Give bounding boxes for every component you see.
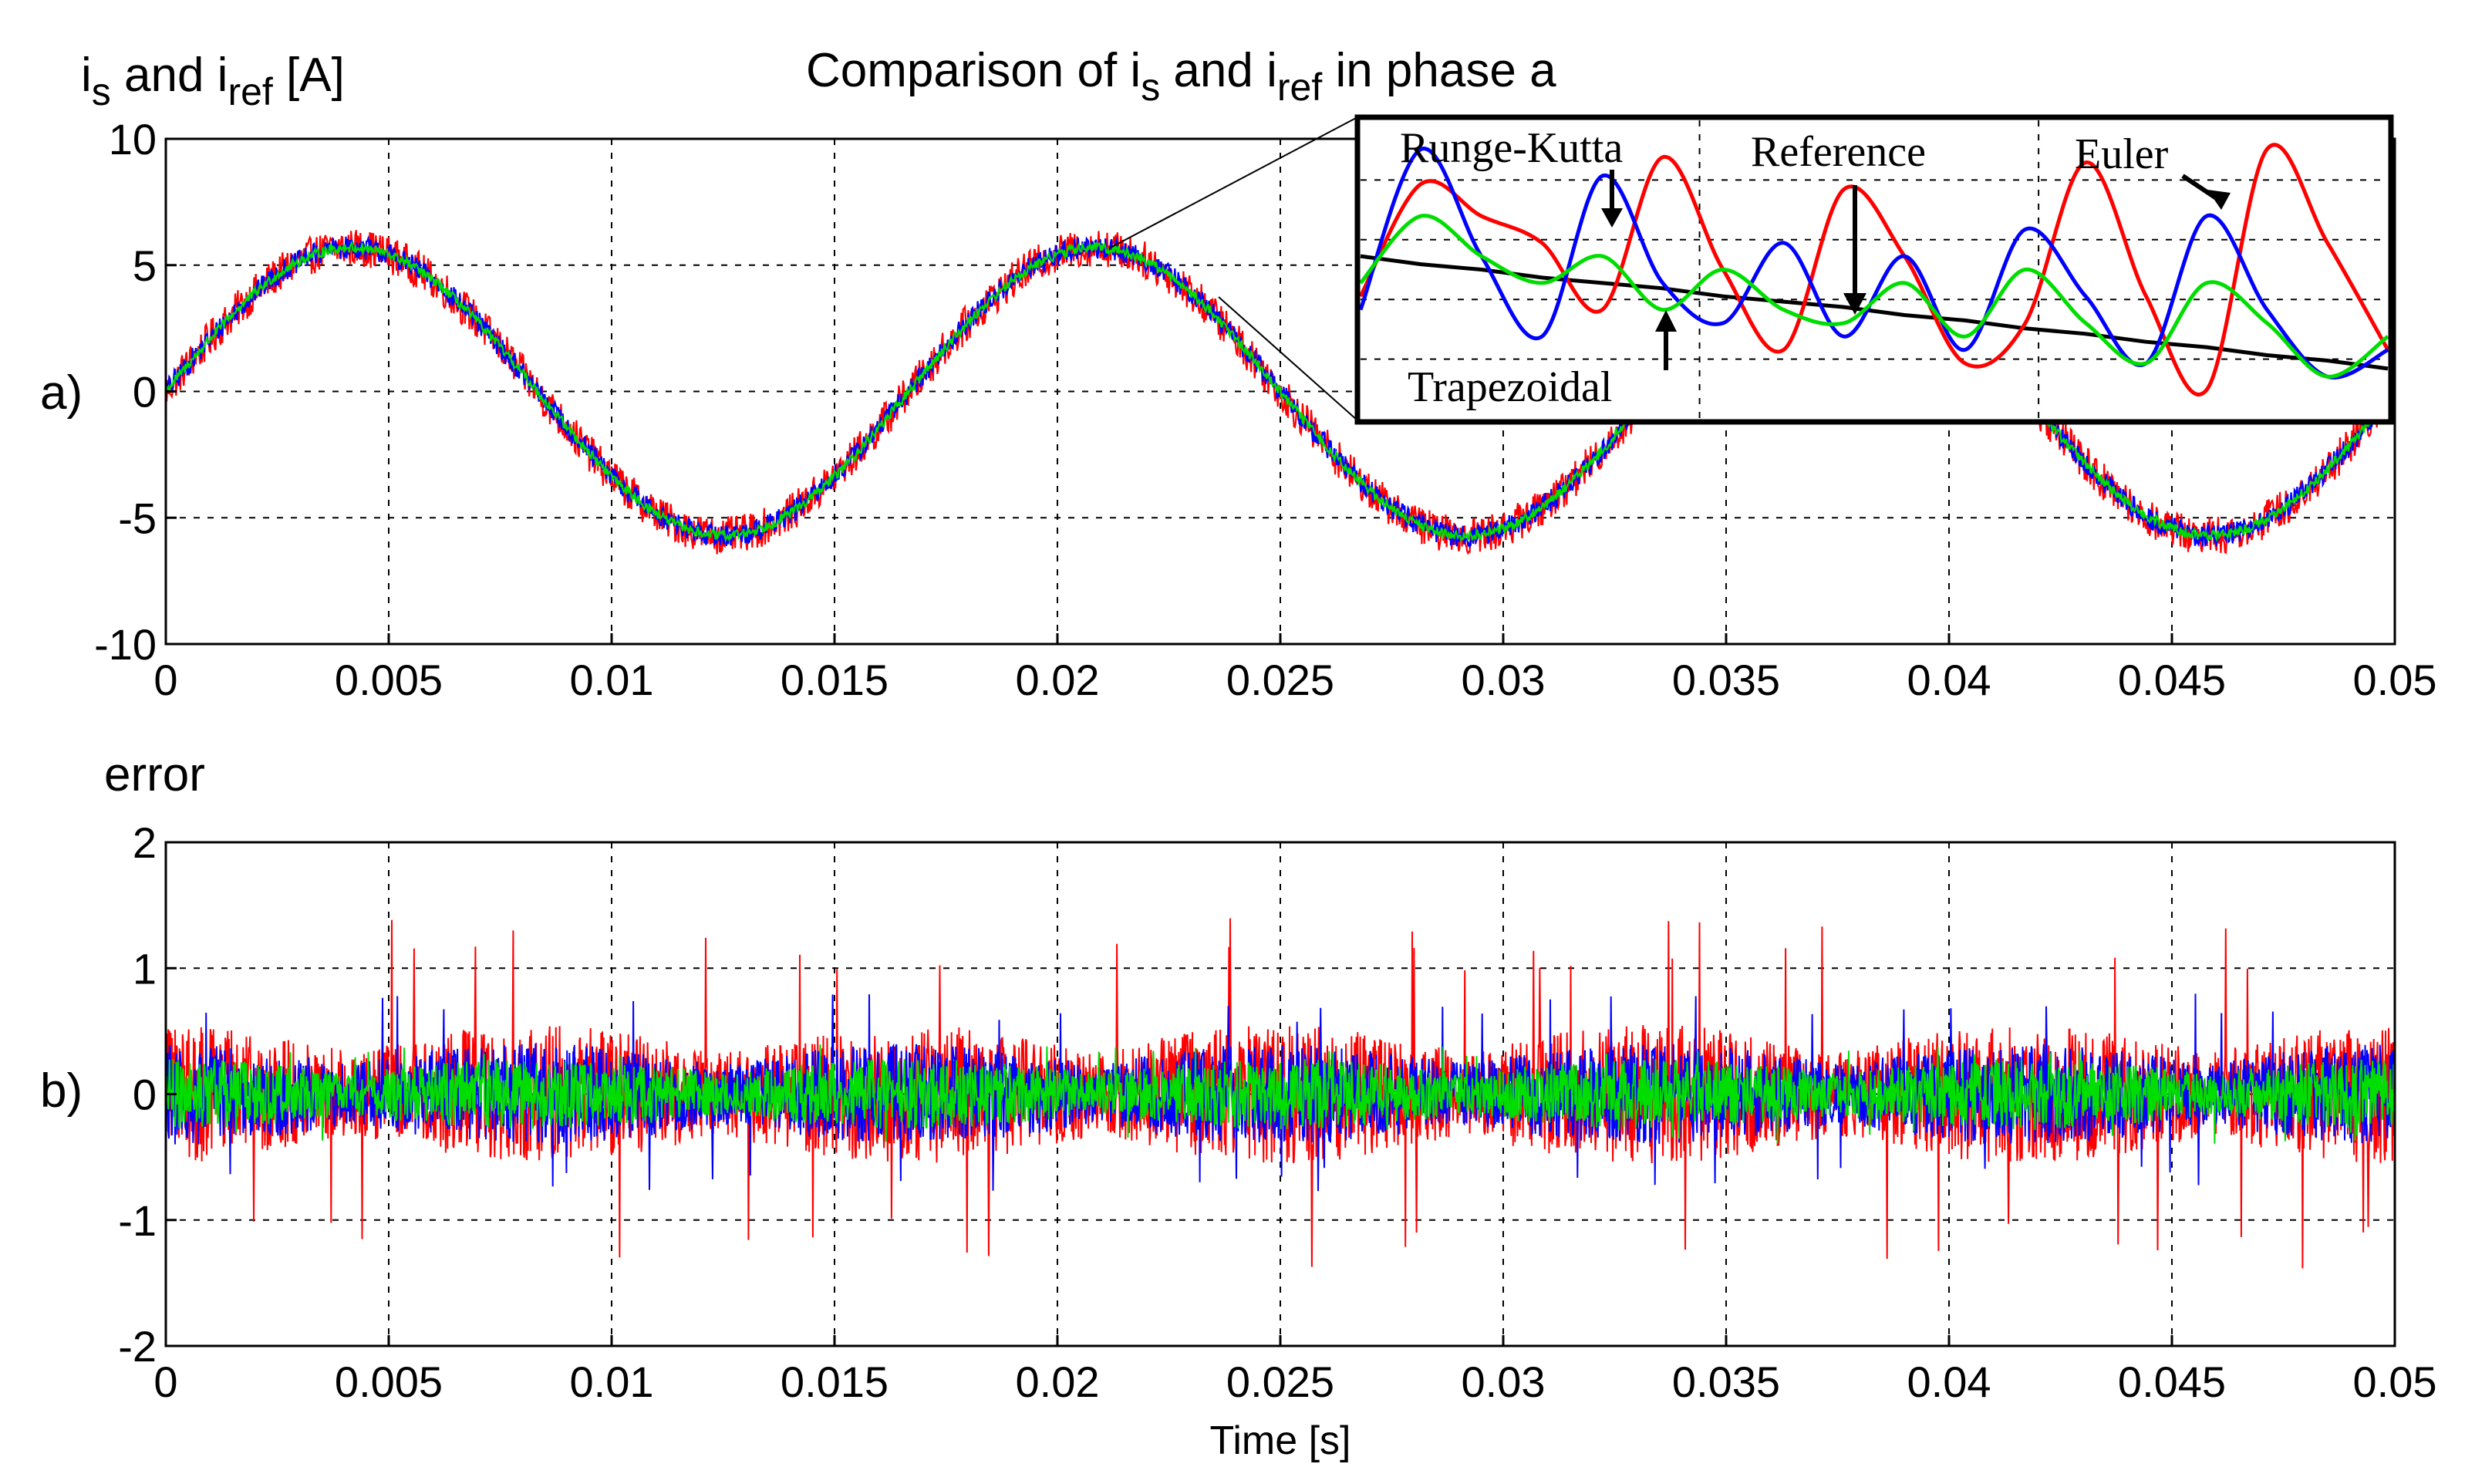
panel-a-xtick-label: 0.04 bbox=[1907, 656, 1991, 704]
panel-a-xtick-label: 0 bbox=[153, 656, 177, 704]
panel-a-xtick-label: 0.015 bbox=[781, 656, 889, 704]
panel-b-ytick-label: 1 bbox=[133, 944, 157, 993]
inset-frame bbox=[1354, 114, 2394, 425]
panel-b-xtick-label: 0.02 bbox=[1016, 1358, 1100, 1406]
panel-a-title: Comparison of is and iref in phase a bbox=[806, 44, 1556, 109]
arrowhead-runge-kutta bbox=[1601, 208, 1623, 228]
ylabel-part-and-i: and i bbox=[111, 49, 228, 102]
inset-series-trapezoidal bbox=[1359, 214, 2389, 379]
panel-a-ytick-label: -5 bbox=[118, 494, 157, 542]
inset-arrows bbox=[1601, 170, 2231, 370]
panel-b-ytick-label: -2 bbox=[118, 1322, 157, 1371]
inset-label-euler: Euler bbox=[2075, 130, 2169, 178]
panel-a-ytick-label: -10 bbox=[94, 620, 157, 669]
inset-series-reference bbox=[1360, 254, 2389, 371]
panel-a-ytick-label: 5 bbox=[133, 241, 157, 290]
panel-b-ylabel: error bbox=[104, 748, 205, 801]
panel-b-xtick-label: 0.01 bbox=[570, 1358, 654, 1406]
title-sub-ref: ref bbox=[1277, 66, 1322, 109]
panel-b: 0 0.005 0.01 0.015 0.02 0.025 0.03 0.035 0.04 0.0… bbox=[40, 748, 2437, 1463]
panel-a: 0 0.005 0.01 0.015 0.02 0.025 0.03 0.035 0.04 0.0… bbox=[40, 44, 2437, 704]
panel-a-xtick-label: 0.005 bbox=[335, 656, 443, 704]
panel-a-ylabel: is and iref [A] bbox=[81, 49, 345, 113]
panel-b-xtick-label: 0.025 bbox=[1226, 1358, 1334, 1406]
panel-b-series-trapezoidal bbox=[165, 1044, 2396, 1144]
title-sub-s: s bbox=[1141, 66, 1160, 109]
panel-a-label: a) bbox=[40, 366, 83, 420]
panel-b-xtick-label: 0.015 bbox=[781, 1358, 889, 1406]
ylabel-part-i: i bbox=[81, 49, 92, 102]
inset-series-runge-kutta bbox=[1358, 147, 2389, 380]
ylabel-sub-s: s bbox=[92, 70, 111, 113]
inset-series-euler bbox=[1358, 143, 2390, 396]
ylabel-part-unit: [A] bbox=[273, 49, 345, 102]
panel-a-ytick-label: 0 bbox=[133, 368, 157, 417]
inset-connector-top bbox=[1108, 116, 1358, 249]
panel-b-xtick-label: 0.035 bbox=[1672, 1358, 1780, 1406]
title-part-2: and i bbox=[1160, 44, 1277, 97]
arrowhead-trapezoidal bbox=[1655, 310, 1677, 332]
inset-label-runge-kutta: Runge-Kutta bbox=[1400, 124, 1623, 172]
title-part-1: Comparison of i bbox=[806, 44, 1141, 97]
panel-a-xtick-label: 0.01 bbox=[570, 656, 654, 704]
panel-a-xtick-label: 0.05 bbox=[2353, 656, 2437, 704]
panel-a-xtick-label: 0.035 bbox=[1672, 656, 1780, 704]
panel-b-ytick-label: 0 bbox=[133, 1071, 157, 1119]
panel-b-xtick-label: 0.045 bbox=[2118, 1358, 2226, 1406]
panel-a-xtick-label: 0.045 bbox=[2118, 656, 2226, 704]
panel-b-xlabel: Time [s] bbox=[1210, 1418, 1351, 1463]
panel-b-xtick-label: 0.005 bbox=[335, 1358, 443, 1406]
panel-b-ticks: 0 0.005 0.01 0.015 0.02 0.025 0.03 0.035 0.04 0.0… bbox=[118, 818, 2436, 1406]
panel-b-xtick-label: 0 bbox=[153, 1358, 177, 1406]
panel-a-xtick-label: 0.025 bbox=[1226, 656, 1334, 704]
panel-b-series bbox=[165, 918, 2396, 1269]
title-part-3: in phase a bbox=[1322, 44, 1556, 97]
inset-label-trapezoidal: Trapezoidal bbox=[1408, 363, 1612, 411]
inset-connector-bottom bbox=[1218, 296, 1358, 421]
panel-b-ytick-label: 2 bbox=[133, 818, 157, 867]
arrowhead-euler bbox=[2207, 190, 2231, 210]
inset-label-reference: Reference bbox=[1751, 128, 1926, 176]
inset-series bbox=[1358, 143, 2390, 396]
panel-b-xtick-label: 0.03 bbox=[1462, 1358, 1546, 1406]
inset-background bbox=[1357, 117, 2391, 422]
arrowhead-reference bbox=[1843, 293, 1866, 315]
panel-b-xtick-label: 0.05 bbox=[2353, 1358, 2437, 1406]
panel-b-label: b) bbox=[40, 1064, 83, 1118]
panel-a-xtick-label: 0.02 bbox=[1016, 656, 1100, 704]
panel-a-xtick-label: 0.03 bbox=[1462, 656, 1546, 704]
panel-b-ytick-label: -1 bbox=[118, 1196, 157, 1245]
zoom-inset: Runge-Kutta Reference Euler Trapezoidal bbox=[1354, 114, 2394, 425]
panel-b-xtick-label: 0.04 bbox=[1907, 1358, 1991, 1406]
panel-a-ytick-label: 10 bbox=[109, 115, 157, 164]
ylabel-sub-ref: ref bbox=[228, 70, 272, 113]
panel-a-ticks: 0 0.005 0.01 0.015 0.02 0.025 0.03 0.035 0.04 0.0… bbox=[94, 115, 2436, 704]
